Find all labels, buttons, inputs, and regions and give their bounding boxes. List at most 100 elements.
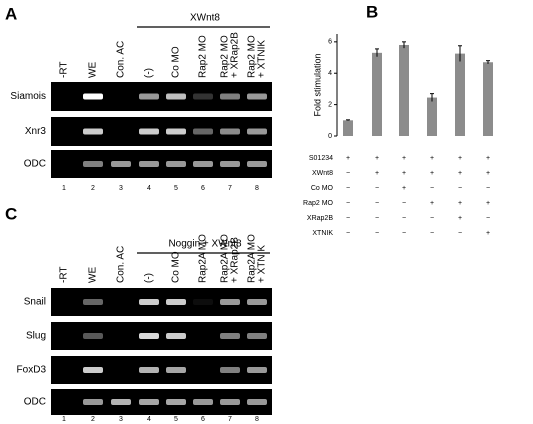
column-label: -RT: [59, 267, 70, 283]
y-tick-label: 6: [328, 39, 332, 46]
band: [247, 128, 267, 135]
y-axis-label: Fold stimulation: [312, 53, 322, 116]
bar: [427, 97, 437, 136]
lane-number: 7: [228, 416, 232, 423]
band: [193, 93, 213, 100]
lane-number: 7: [228, 185, 232, 192]
condition-cell: −: [346, 185, 350, 192]
condition-cell: +: [430, 200, 434, 207]
condition-cell: −: [458, 230, 462, 237]
condition-cell: +: [375, 155, 379, 162]
condition-cell: −: [402, 215, 406, 222]
condition-cell: −: [346, 230, 350, 237]
row-label: FoxD3: [17, 365, 47, 376]
bar: [343, 120, 353, 136]
lane-number: 6: [201, 185, 205, 192]
band: [247, 367, 267, 373]
band: [111, 129, 131, 135]
band: [193, 161, 213, 167]
column-label: + XTNIK: [257, 245, 268, 283]
band: [220, 161, 240, 167]
band: [166, 333, 186, 339]
band: [166, 367, 186, 373]
condition-cell: −: [375, 215, 379, 222]
column-label: Rap2 MO: [220, 35, 231, 78]
condition-cell: −: [486, 215, 490, 222]
condition-cell: +: [458, 200, 462, 207]
lane-number: 3: [119, 185, 123, 192]
condition-cell: +: [458, 155, 462, 162]
panel-label: A: [5, 4, 17, 23]
condition-cell: −: [346, 215, 350, 222]
band: [111, 94, 131, 100]
lane-number: 4: [147, 416, 151, 423]
band: [83, 367, 103, 373]
lane-number: 6: [201, 416, 205, 423]
row-label: ODC: [24, 397, 46, 408]
condition-cell: +: [486, 155, 490, 162]
condition-cell: +: [402, 155, 406, 162]
lane-number: 1: [62, 185, 66, 192]
band: [166, 299, 186, 305]
column-label: Rap2A MO: [198, 234, 209, 283]
band: [54, 161, 74, 167]
condition-cell: −: [430, 230, 434, 237]
band: [54, 299, 74, 305]
condition-cell: +: [430, 170, 434, 177]
bar: [483, 62, 493, 136]
condition-cell: −: [486, 185, 490, 192]
band: [139, 128, 159, 135]
bar: [455, 53, 465, 136]
bar: [372, 52, 382, 137]
band: [166, 128, 186, 135]
band: [54, 129, 74, 135]
column-label: WE: [88, 62, 99, 78]
row-label: Snail: [24, 297, 46, 308]
band: [83, 93, 103, 100]
condition-cell: −: [375, 230, 379, 237]
condition-cell: +: [486, 200, 490, 207]
condition-cell: +: [458, 215, 462, 222]
condition-cell: −: [458, 185, 462, 192]
column-label: (-): [144, 273, 155, 283]
column-label: -RT: [59, 62, 70, 78]
y-tick-label: 2: [328, 101, 332, 108]
panel-label: B: [366, 2, 378, 21]
condition-cell: +: [346, 155, 350, 162]
condition-cell: +: [375, 170, 379, 177]
band: [54, 333, 74, 339]
column-label: Rap2A MO: [247, 234, 258, 283]
band: [193, 128, 213, 135]
condition-label: Rap2 MO: [303, 200, 334, 207]
column-label: + XTNIK: [257, 40, 268, 78]
lane-number: 4: [147, 185, 151, 192]
header: XWnt8: [190, 13, 220, 24]
condition-label: Co MO: [311, 185, 334, 192]
band: [139, 333, 159, 339]
lane-number: 3: [119, 416, 123, 423]
condition-cell: +: [486, 230, 490, 237]
band: [193, 299, 213, 305]
condition-cell: +: [402, 170, 406, 177]
condition-cell: +: [402, 185, 406, 192]
column-label: WE: [88, 267, 99, 283]
lane-number: 8: [255, 185, 259, 192]
band: [139, 367, 159, 373]
y-tick-label: 4: [328, 70, 332, 77]
band: [166, 161, 186, 167]
column-label: Con. AC: [116, 41, 127, 78]
lane-number: 1: [62, 416, 66, 423]
column-label: Rap2A MO: [220, 234, 231, 283]
band: [83, 128, 103, 135]
band: [220, 333, 240, 339]
band: [247, 93, 267, 100]
column-label: Rap2 MO: [247, 35, 258, 78]
band: [247, 399, 267, 405]
column-label: Co MO: [171, 46, 182, 78]
band: [166, 93, 186, 100]
band: [111, 299, 131, 305]
header: Noggin + XWnt8: [168, 239, 242, 250]
lane-number: 5: [174, 185, 178, 192]
band: [111, 399, 131, 405]
